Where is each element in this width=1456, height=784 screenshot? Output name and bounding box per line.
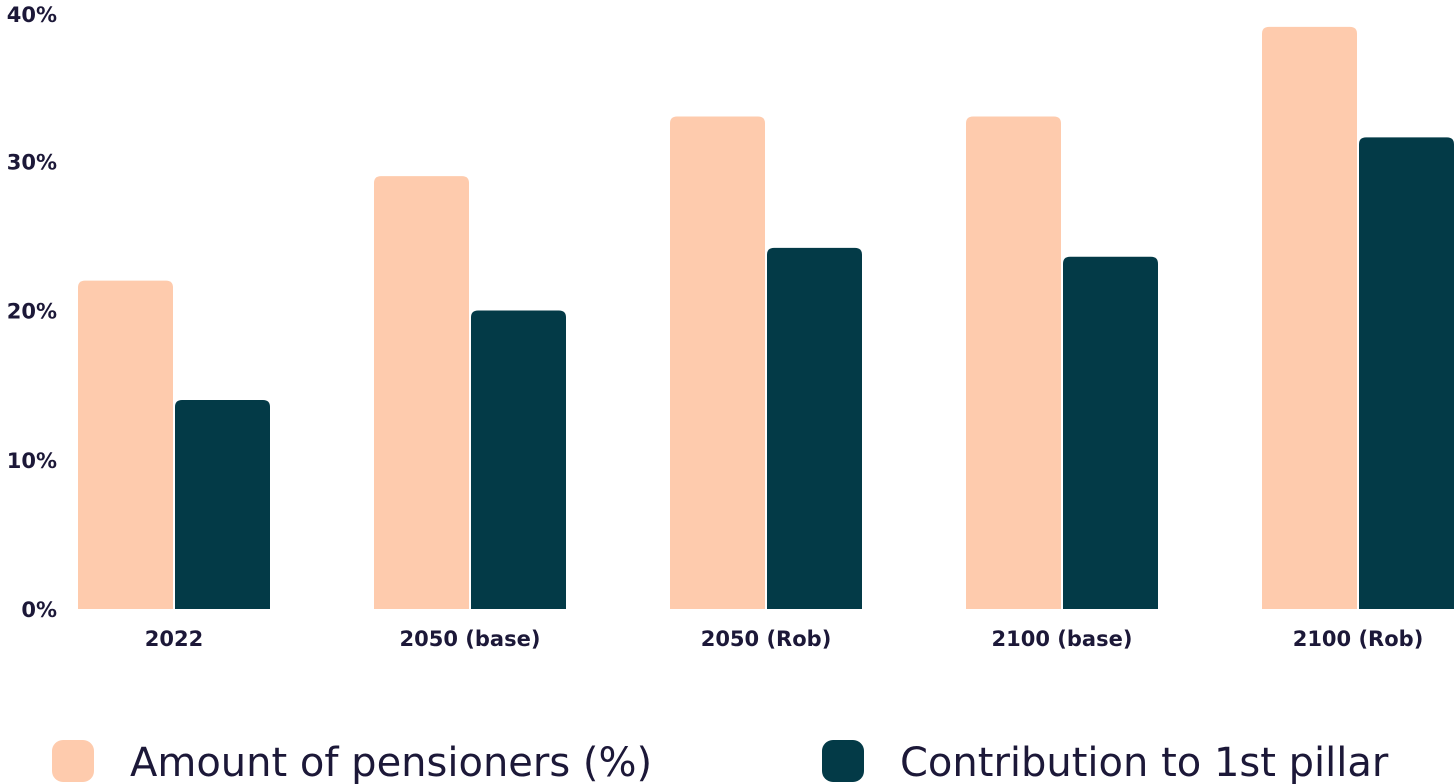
- y-tick-label: 30%: [7, 150, 57, 174]
- bar-contribution: [767, 247, 862, 609]
- bar-pensioners: [966, 116, 1061, 609]
- y-axis: 0% 10% 20% 30% 40%: [7, 3, 57, 622]
- bar-contribution: [1063, 256, 1158, 609]
- legend-item: Amount of pensioners (%): [52, 740, 652, 784]
- legend-label: Contribution to 1st pillar: [900, 740, 1389, 784]
- bar-group: [966, 116, 1158, 609]
- bar-contribution: [1359, 137, 1454, 609]
- bar-group: [1262, 26, 1454, 610]
- y-tick-label: 0%: [21, 598, 57, 622]
- bar-pensioners: [670, 116, 765, 609]
- x-tick-label: 2050 (base): [400, 627, 541, 651]
- bar-group: [670, 116, 862, 609]
- x-axis: 2022 2050 (base) 2050 (Rob) 2100 (base) 2100…: [145, 627, 1424, 651]
- legend-swatch: [822, 740, 864, 782]
- y-tick-label: 20%: [7, 300, 57, 324]
- bars: [78, 26, 1454, 610]
- bar-group: [78, 280, 270, 609]
- bar-contribution: [175, 400, 270, 609]
- bar-pensioners: [1262, 26, 1357, 610]
- y-tick-label: 40%: [7, 3, 57, 27]
- legend-item: Contribution to 1st pillar: [822, 740, 1389, 784]
- y-tick-label: 10%: [7, 449, 57, 473]
- x-tick-label: 2022: [145, 627, 203, 651]
- x-tick-label: 2100 (Rob): [1293, 627, 1424, 651]
- legend-label: Amount of pensioners (%): [130, 740, 652, 784]
- bar-group: [374, 176, 566, 610]
- bar-contribution: [471, 310, 566, 609]
- legend: Amount of pensioners (%) Contribution to …: [52, 740, 1389, 784]
- x-tick-label: 2050 (Rob): [701, 627, 832, 651]
- bar-pensioners: [374, 176, 469, 610]
- bar-pensioners: [78, 280, 173, 609]
- x-tick-label: 2100 (base): [992, 627, 1133, 651]
- legend-swatch: [52, 740, 94, 782]
